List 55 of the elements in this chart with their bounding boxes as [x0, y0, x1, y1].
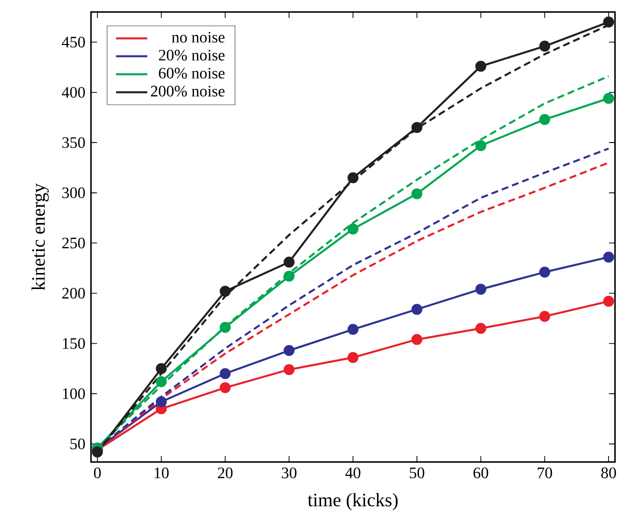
point [603, 252, 614, 263]
point [220, 286, 231, 297]
point [411, 122, 422, 133]
legend-label: 20% noise [158, 50, 225, 61]
y-tick-label: 300 [62, 187, 85, 198]
point [348, 172, 358, 184]
x-tick-label: 30 [282, 468, 296, 478]
point [284, 345, 295, 356]
point [284, 270, 295, 282]
point [284, 364, 295, 376]
y-tick-label: 100 [62, 388, 85, 400]
point [411, 188, 422, 200]
x-tick-label: 20 [218, 468, 233, 478]
point [539, 40, 550, 52]
point [411, 304, 422, 315]
y-tick-label: 200 [62, 288, 85, 299]
y-axis-title: kinetic energy [32, 183, 49, 290]
point [603, 296, 614, 307]
point [411, 334, 422, 345]
point [220, 322, 231, 333]
point [220, 382, 231, 394]
point [348, 223, 358, 234]
x-axis-title: time (kicks) [308, 493, 398, 510]
legend-label: 200% noise [150, 86, 225, 97]
point [220, 368, 231, 380]
point [539, 266, 550, 278]
x-tick-label: 10 [154, 468, 169, 478]
y-tick-label: 350 [62, 137, 85, 148]
y-tick-label: 400 [62, 86, 85, 98]
point [475, 60, 486, 72]
x-tick-label: 40 [345, 468, 360, 478]
y-tick-label: 450 [62, 36, 85, 48]
y-tick-label: 150 [62, 338, 85, 349]
point [603, 92, 614, 104]
point [539, 114, 550, 125]
point [348, 324, 358, 335]
y-tick-label: 50 [70, 438, 85, 450]
point [475, 322, 486, 334]
point [348, 352, 358, 364]
point [156, 363, 167, 374]
point [603, 16, 614, 28]
x-tick-label: 0 [94, 468, 101, 478]
point [284, 256, 295, 268]
point [156, 376, 167, 388]
legend-label: no noise [172, 32, 225, 43]
x-tick-label: 60 [474, 468, 488, 478]
x-tick-label: 80 [601, 468, 616, 478]
x-tick-label: 50 [410, 468, 424, 478]
point [156, 396, 167, 408]
x-tick-label: 70 [538, 468, 552, 478]
point [539, 310, 550, 322]
point [475, 140, 486, 152]
y-tick-label: 250 [62, 238, 85, 248]
point [475, 284, 486, 295]
legend-label: 60% noise [158, 68, 225, 79]
